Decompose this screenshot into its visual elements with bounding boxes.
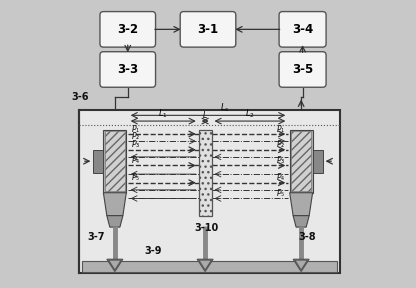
Bar: [93, 150, 104, 173]
Bar: [290, 130, 312, 193]
Text: $P₂$: $P₂$: [131, 130, 140, 141]
FancyBboxPatch shape: [100, 52, 156, 87]
Polygon shape: [295, 260, 307, 270]
Polygon shape: [199, 260, 211, 270]
Text: $P₁$: $P₁$: [276, 123, 285, 134]
FancyBboxPatch shape: [279, 52, 326, 87]
Text: 3-5: 3-5: [292, 63, 313, 76]
Text: 3-2: 3-2: [117, 23, 138, 36]
Text: 3-9: 3-9: [145, 246, 162, 256]
Polygon shape: [107, 216, 123, 227]
Polygon shape: [293, 216, 309, 227]
Text: $P₅$: $P₅$: [276, 187, 285, 198]
Polygon shape: [107, 259, 123, 272]
Text: 3-1: 3-1: [198, 23, 218, 36]
Text: $P₁$: $P₁$: [131, 123, 140, 134]
Text: $L_2$: $L_2$: [245, 107, 255, 120]
Text: $P₂$: $P₂$: [276, 139, 285, 149]
Text: $L$: $L$: [202, 109, 208, 120]
Text: $P₅$: $P₅$: [131, 171, 140, 182]
Text: 3-7: 3-7: [87, 232, 105, 242]
Polygon shape: [104, 193, 126, 216]
Polygon shape: [109, 260, 121, 270]
Text: $L_s$: $L_s$: [220, 101, 230, 114]
Polygon shape: [293, 259, 309, 272]
Text: $P₄$: $P₄$: [276, 171, 285, 182]
Text: 3-4: 3-4: [292, 23, 313, 36]
Text: $P₃$: $P₃$: [131, 139, 140, 149]
Bar: [105, 131, 125, 191]
Text: $L_1$: $L_1$: [158, 107, 168, 120]
Text: 3-3: 3-3: [117, 63, 138, 76]
FancyBboxPatch shape: [180, 12, 236, 47]
Text: $P₃$: $P₃$: [276, 154, 285, 165]
Text: 3-10: 3-10: [194, 223, 219, 233]
Bar: [79, 110, 340, 273]
Polygon shape: [197, 259, 213, 272]
Bar: [291, 131, 311, 191]
Bar: [82, 261, 337, 272]
Polygon shape: [290, 193, 312, 216]
Bar: [104, 130, 126, 193]
FancyBboxPatch shape: [279, 12, 326, 47]
FancyBboxPatch shape: [100, 12, 156, 47]
Bar: [199, 130, 212, 216]
Text: 3-8: 3-8: [298, 232, 316, 242]
Text: $P₄$: $P₄$: [131, 154, 140, 165]
Text: 3-6: 3-6: [72, 92, 89, 102]
Bar: [312, 150, 323, 173]
